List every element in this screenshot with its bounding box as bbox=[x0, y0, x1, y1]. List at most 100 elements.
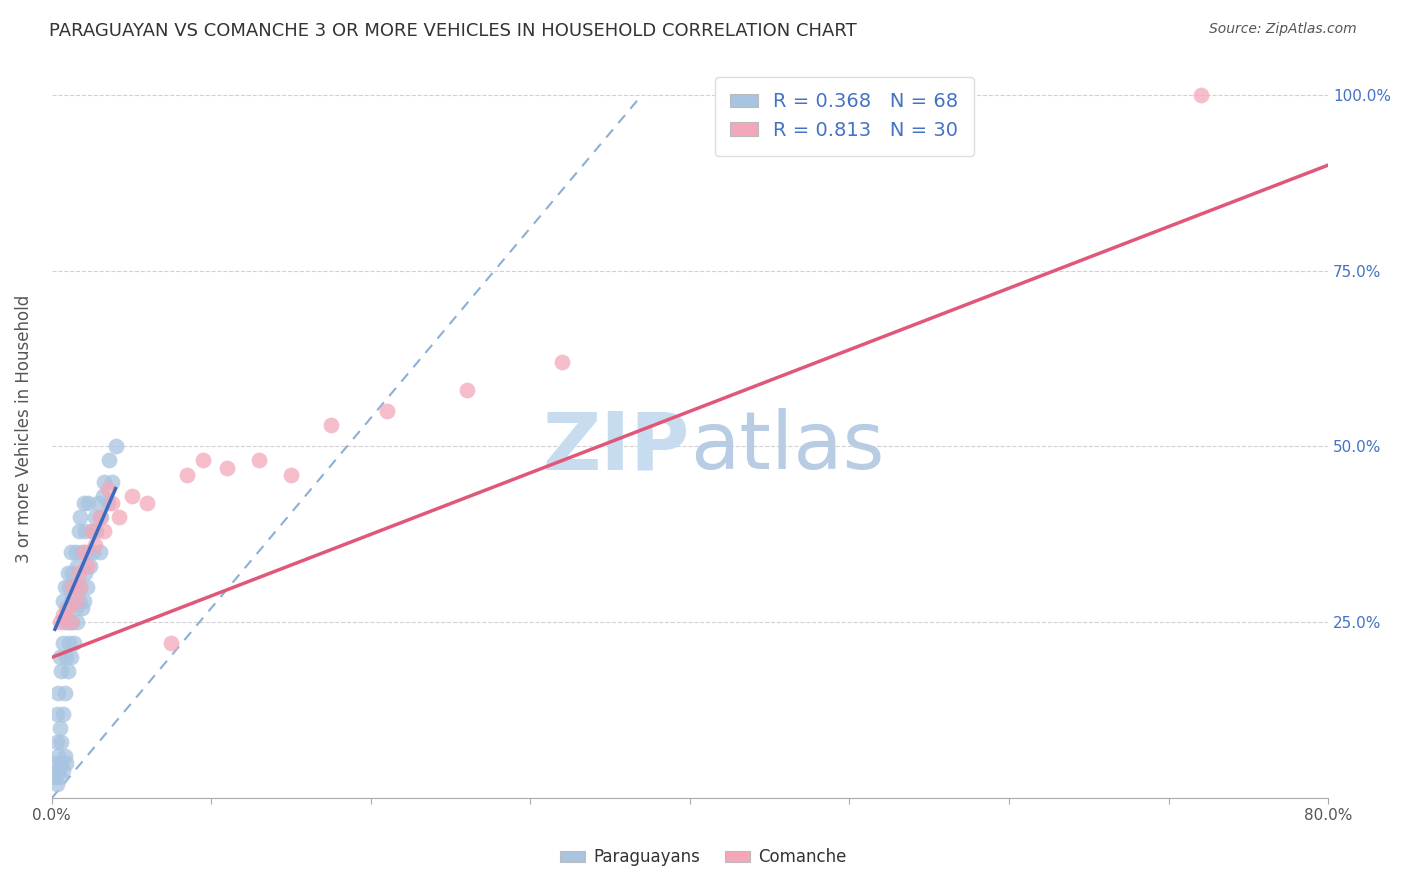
Point bbox=[55, 601, 77, 615]
Point bbox=[76, 559, 98, 574]
Text: ZIP: ZIP bbox=[543, 409, 690, 486]
Text: PARAGUAYAN VS COMANCHE 3 OR MORE VEHICLES IN HOUSEHOLD CORRELATION CHART: PARAGUAYAN VS COMANCHE 3 OR MORE VEHICLE… bbox=[49, 22, 858, 40]
Point bbox=[73, 496, 96, 510]
Text: Source: ZipAtlas.com: Source: ZipAtlas.com bbox=[1209, 22, 1357, 37]
Point bbox=[69, 580, 91, 594]
Point bbox=[66, 615, 89, 630]
Point bbox=[45, 777, 67, 791]
Point bbox=[62, 615, 84, 630]
Point bbox=[176, 467, 198, 482]
Point bbox=[82, 545, 104, 559]
Point bbox=[52, 594, 75, 608]
Point bbox=[65, 545, 87, 559]
Point bbox=[93, 475, 115, 489]
Point bbox=[56, 615, 79, 630]
Point bbox=[73, 545, 96, 559]
Point bbox=[44, 770, 66, 784]
Point bbox=[52, 706, 75, 721]
Point bbox=[121, 489, 143, 503]
Point bbox=[77, 545, 100, 559]
Point bbox=[80, 524, 103, 538]
Point bbox=[67, 594, 90, 608]
Point bbox=[319, 418, 342, 433]
Point bbox=[104, 439, 127, 453]
Point bbox=[83, 509, 105, 524]
Y-axis label: 3 or more Vehicles in Household: 3 or more Vehicles in Household bbox=[15, 294, 32, 563]
Text: atlas: atlas bbox=[690, 409, 884, 486]
Point bbox=[56, 566, 79, 580]
Point bbox=[53, 615, 76, 630]
Point bbox=[62, 580, 84, 594]
Point bbox=[63, 580, 86, 594]
Point bbox=[52, 636, 75, 650]
Point bbox=[52, 608, 75, 623]
Point bbox=[98, 453, 121, 467]
Point bbox=[456, 383, 478, 397]
Point bbox=[136, 496, 159, 510]
Point bbox=[46, 763, 69, 777]
Point bbox=[59, 545, 82, 559]
Point bbox=[91, 489, 114, 503]
Point bbox=[58, 636, 80, 650]
Point bbox=[93, 524, 115, 538]
Point bbox=[247, 453, 270, 467]
Point bbox=[90, 509, 112, 524]
Point bbox=[59, 650, 82, 665]
Point bbox=[75, 524, 97, 538]
Point bbox=[48, 770, 70, 784]
Point bbox=[51, 665, 73, 679]
Point bbox=[62, 566, 84, 580]
Point bbox=[217, 460, 239, 475]
Point bbox=[66, 559, 89, 574]
Point bbox=[55, 650, 77, 665]
Point bbox=[53, 685, 76, 699]
Point bbox=[160, 636, 183, 650]
Point bbox=[52, 763, 75, 777]
Point bbox=[101, 475, 124, 489]
Point bbox=[53, 580, 76, 594]
Point bbox=[193, 453, 215, 467]
Point bbox=[48, 721, 70, 735]
Point bbox=[87, 496, 110, 510]
Point bbox=[86, 524, 108, 538]
Point bbox=[89, 545, 111, 559]
Point bbox=[80, 524, 103, 538]
Point bbox=[46, 685, 69, 699]
Point bbox=[69, 509, 91, 524]
Point bbox=[56, 601, 79, 615]
Point bbox=[48, 650, 70, 665]
Point bbox=[63, 636, 86, 650]
Point bbox=[59, 615, 82, 630]
Point bbox=[101, 496, 124, 510]
Point bbox=[46, 748, 69, 763]
Point bbox=[45, 706, 67, 721]
Point bbox=[83, 538, 105, 552]
Point bbox=[76, 580, 98, 594]
Point bbox=[67, 524, 90, 538]
Point bbox=[75, 566, 97, 580]
Point bbox=[51, 756, 73, 770]
Point bbox=[107, 509, 129, 524]
Point bbox=[51, 735, 73, 749]
Point bbox=[58, 580, 80, 594]
Point bbox=[53, 748, 76, 763]
Point bbox=[551, 355, 574, 369]
Point bbox=[45, 735, 67, 749]
Point bbox=[56, 665, 79, 679]
Point bbox=[89, 509, 111, 524]
Point bbox=[375, 404, 398, 418]
Point bbox=[70, 545, 93, 559]
Point bbox=[73, 594, 96, 608]
Point bbox=[65, 601, 87, 615]
Point bbox=[97, 482, 120, 496]
Legend: Paraguayans, Comanche: Paraguayans, Comanche bbox=[551, 840, 855, 875]
Point bbox=[59, 594, 82, 608]
Point bbox=[44, 756, 66, 770]
Point bbox=[48, 615, 70, 630]
Legend: R = 0.368   N = 68, R = 0.813   N = 30: R = 0.368 N = 68, R = 0.813 N = 30 bbox=[714, 77, 974, 155]
Point bbox=[280, 467, 302, 482]
Point bbox=[69, 580, 91, 594]
Point bbox=[67, 566, 90, 580]
Point bbox=[1189, 87, 1212, 102]
Point bbox=[55, 756, 77, 770]
